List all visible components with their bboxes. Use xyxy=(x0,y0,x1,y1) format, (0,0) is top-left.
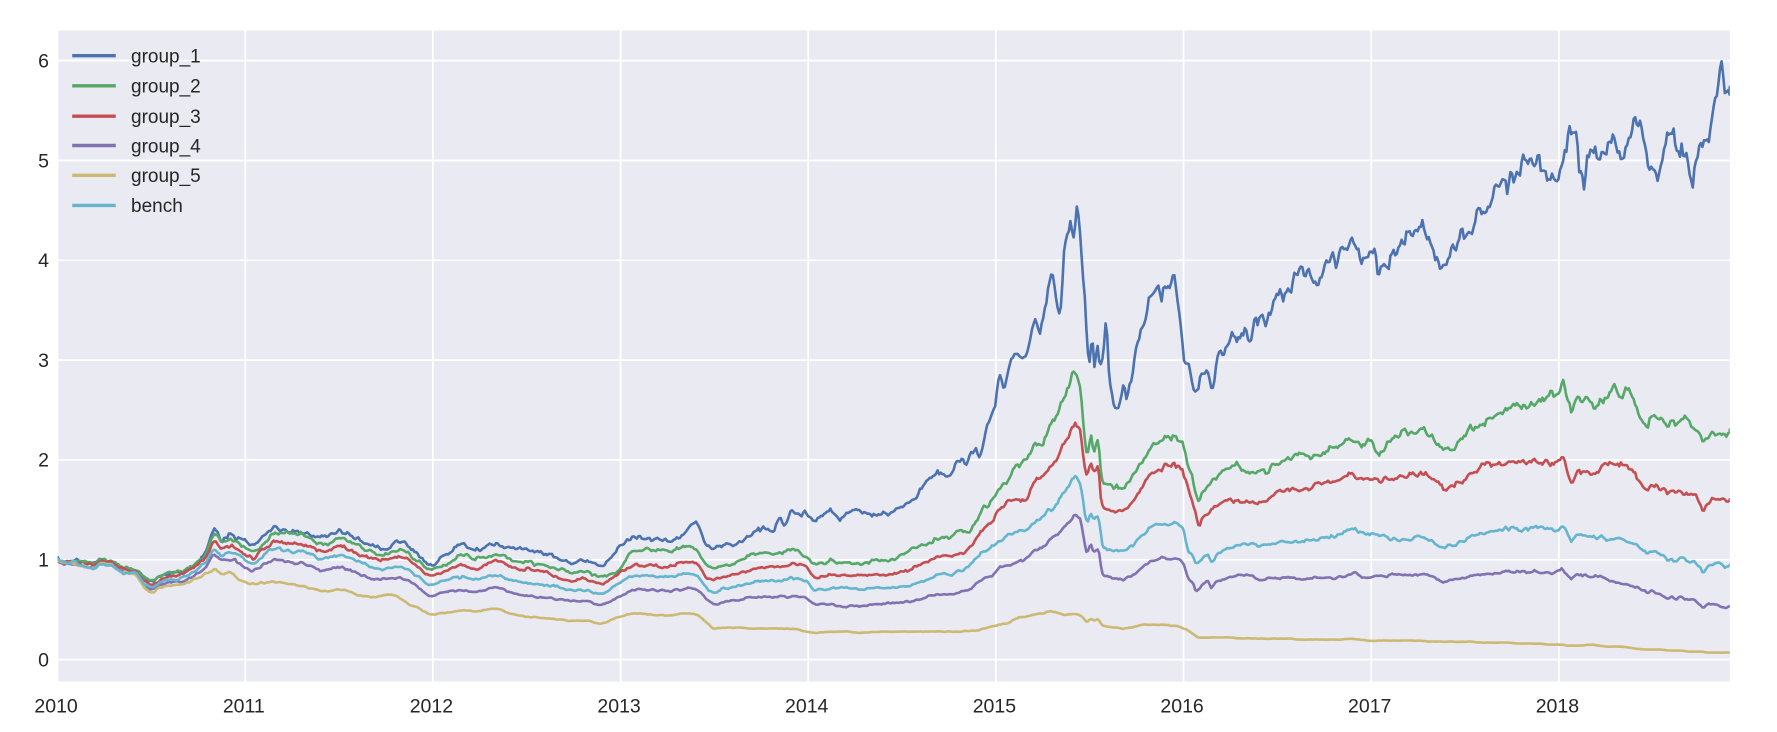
svg-text:2: 2 xyxy=(38,450,49,472)
svg-text:2015: 2015 xyxy=(973,696,1017,718)
svg-text:2018: 2018 xyxy=(1536,696,1579,718)
svg-text:2014: 2014 xyxy=(785,696,829,718)
svg-text:group_4: group_4 xyxy=(131,136,201,157)
svg-text:bench: bench xyxy=(131,196,183,217)
svg-text:5: 5 xyxy=(38,150,49,172)
svg-text:2012: 2012 xyxy=(410,696,453,718)
svg-text:2011: 2011 xyxy=(223,696,265,718)
svg-text:3: 3 xyxy=(38,350,49,372)
svg-text:6: 6 xyxy=(38,50,49,72)
svg-text:1: 1 xyxy=(38,550,49,572)
svg-text:group_5: group_5 xyxy=(131,166,201,187)
svg-text:2016: 2016 xyxy=(1160,696,1203,718)
svg-text:group_2: group_2 xyxy=(131,77,201,98)
svg-text:2017: 2017 xyxy=(1348,696,1391,718)
svg-text:0: 0 xyxy=(38,649,49,671)
svg-text:group_1: group_1 xyxy=(131,47,201,68)
svg-text:2010: 2010 xyxy=(34,696,78,718)
svg-text:2013: 2013 xyxy=(597,696,640,718)
svg-text:group_3: group_3 xyxy=(131,107,201,128)
svg-text:4: 4 xyxy=(38,250,49,272)
